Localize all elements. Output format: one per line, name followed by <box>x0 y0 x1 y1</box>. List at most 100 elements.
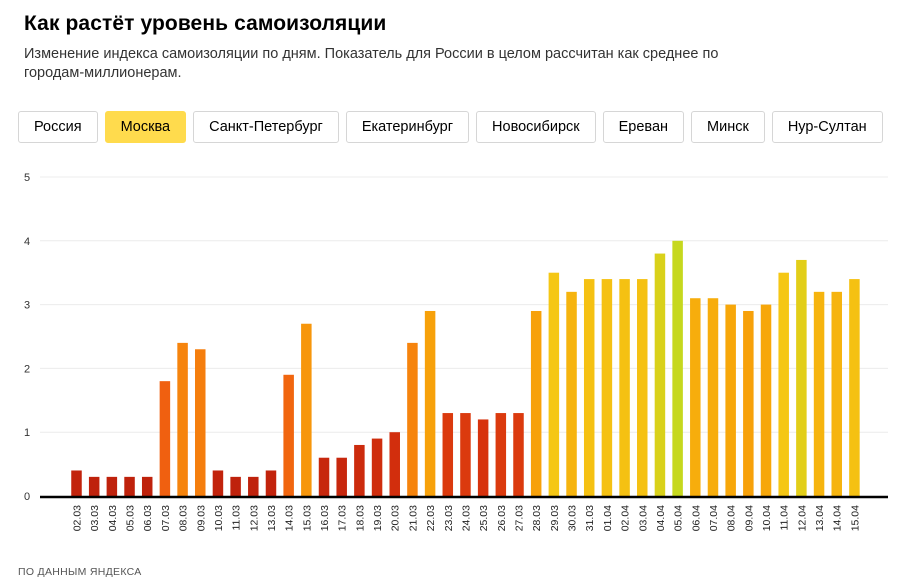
x-tick-label: 14.03 <box>284 505 296 531</box>
x-tick-label: 11.03 <box>231 505 243 531</box>
x-tick-label: 22.03 <box>425 505 437 531</box>
bar <box>336 457 347 496</box>
bar <box>407 342 418 496</box>
x-tick-label: 05.03 <box>125 505 137 531</box>
bar <box>106 476 118 496</box>
page-title: Как растёт уровень самоизоляции <box>24 12 387 35</box>
bar <box>477 419 489 496</box>
tab-yerevan[interactable]: Ереван <box>602 111 685 143</box>
data-source: ПО ДАННЫМ ЯНДЕКСА <box>18 566 142 578</box>
x-tick-label: 30.03 <box>567 505 579 531</box>
bar <box>707 298 719 496</box>
bar <box>301 323 312 496</box>
tab-novosibirsk[interactable]: Новосибирск <box>476 111 596 143</box>
x-tick-label: 08.04 <box>726 505 738 531</box>
bar <box>849 279 860 496</box>
x-tick-label: 12.03 <box>248 505 260 531</box>
x-tick-label: 06.04 <box>690 505 702 531</box>
x-tick-label: 12.04 <box>796 505 808 531</box>
y-tick-label: 0 <box>24 491 30 503</box>
bar <box>530 310 542 496</box>
bar <box>88 476 100 496</box>
x-tick-label: 16.03 <box>319 505 331 531</box>
x-tick-label: 08.03 <box>178 505 190 531</box>
x-tick-label: 17.03 <box>337 505 349 531</box>
x-tick-label: 19.03 <box>372 505 384 531</box>
tab-russia[interactable]: Россия <box>18 111 98 143</box>
bar <box>743 310 754 496</box>
bar <box>548 272 560 496</box>
x-tick-label: 09.03 <box>195 505 207 531</box>
bar <box>424 310 436 496</box>
tab-minsk[interactable]: Минск <box>691 111 765 143</box>
bar <box>354 444 365 496</box>
x-tick-label: 15.03 <box>301 505 313 531</box>
bar <box>619 279 630 496</box>
bar <box>141 476 153 496</box>
x-tick-label: 10.03 <box>213 505 225 531</box>
tab-saint-petersburg[interactable]: Санкт-Петербург <box>193 111 339 143</box>
bar <box>778 272 789 496</box>
x-tick-label: 18.03 <box>354 505 366 531</box>
y-tick-label: 1 <box>24 427 30 439</box>
bar <box>637 279 648 496</box>
x-tick-label: 25.03 <box>478 505 490 531</box>
x-tick-label: 03.03 <box>89 505 101 531</box>
x-tick-label: 27.03 <box>514 505 526 531</box>
bar <box>831 291 842 496</box>
page-subtitle: Изменение индекса самоизоляции по дням. … <box>24 46 719 81</box>
bar <box>513 413 524 496</box>
x-tick-label: 21.03 <box>407 505 419 531</box>
x-tick-label: 26.03 <box>496 505 508 531</box>
bar <box>725 304 736 496</box>
x-tick-label: 07.03 <box>160 505 172 531</box>
x-tick-label: 29.03 <box>549 505 561 531</box>
y-tick-label: 5 <box>24 172 30 184</box>
y-tick-label: 4 <box>24 236 30 248</box>
x-tick-label: 11.04 <box>779 505 791 531</box>
tab-moscow[interactable]: Москва <box>104 111 187 143</box>
bar <box>248 476 259 496</box>
x-tick-label: 05.04 <box>673 505 685 531</box>
bar <box>442 413 454 496</box>
bar <box>690 298 701 496</box>
tab-yekaterinburg[interactable]: Екатеринбург <box>345 111 470 143</box>
x-tick-label: 02.03 <box>72 505 84 531</box>
x-tick-label: 06.03 <box>142 505 154 531</box>
bar <box>159 381 171 496</box>
bar <box>813 291 825 496</box>
x-tick-label: 07.04 <box>708 505 720 531</box>
tab-nur-sultan[interactable]: Нур-Султан <box>771 111 883 143</box>
x-tick-label: 02.04 <box>620 505 632 531</box>
bar <box>71 470 82 496</box>
bar <box>230 476 241 496</box>
bar <box>760 304 772 496</box>
x-tick-label: 15.04 <box>849 505 861 531</box>
y-tick-label: 2 <box>24 363 30 375</box>
city-tabs: Россия Москва Санкт-Петербург Екатеринбу… <box>18 111 883 143</box>
x-tick-label: 03.04 <box>637 505 649 531</box>
bar <box>601 279 613 496</box>
x-tick-label: 24.03 <box>460 505 472 531</box>
y-tick-label: 3 <box>24 300 30 312</box>
x-tick-label: 09.04 <box>743 505 755 531</box>
bar-chart: 0 1 2 3 4 5 02.03 03.03 04.03 05.03 06.03 07.03 08.0… <box>24 172 888 531</box>
bar <box>583 279 595 496</box>
bar <box>195 349 206 496</box>
bar <box>566 291 577 496</box>
x-tick-label: 01.04 <box>602 505 614 531</box>
x-tick-label: 28.03 <box>531 505 543 531</box>
x-tick-label: 14.04 <box>832 505 844 531</box>
x-tick-label: 10.04 <box>761 505 773 531</box>
bar <box>265 470 277 496</box>
x-tick-label: 20.03 <box>390 505 402 531</box>
bar <box>495 413 507 496</box>
bar <box>654 253 666 496</box>
x-tick-label: 31.03 <box>584 505 596 531</box>
bar <box>672 240 683 496</box>
bar <box>371 438 383 496</box>
x-tick-label: 04.03 <box>107 505 119 531</box>
x-tick-label: 13.03 <box>266 505 278 531</box>
x-tick-label: 23.03 <box>443 505 455 531</box>
x-tick-label: 04.04 <box>655 505 667 531</box>
